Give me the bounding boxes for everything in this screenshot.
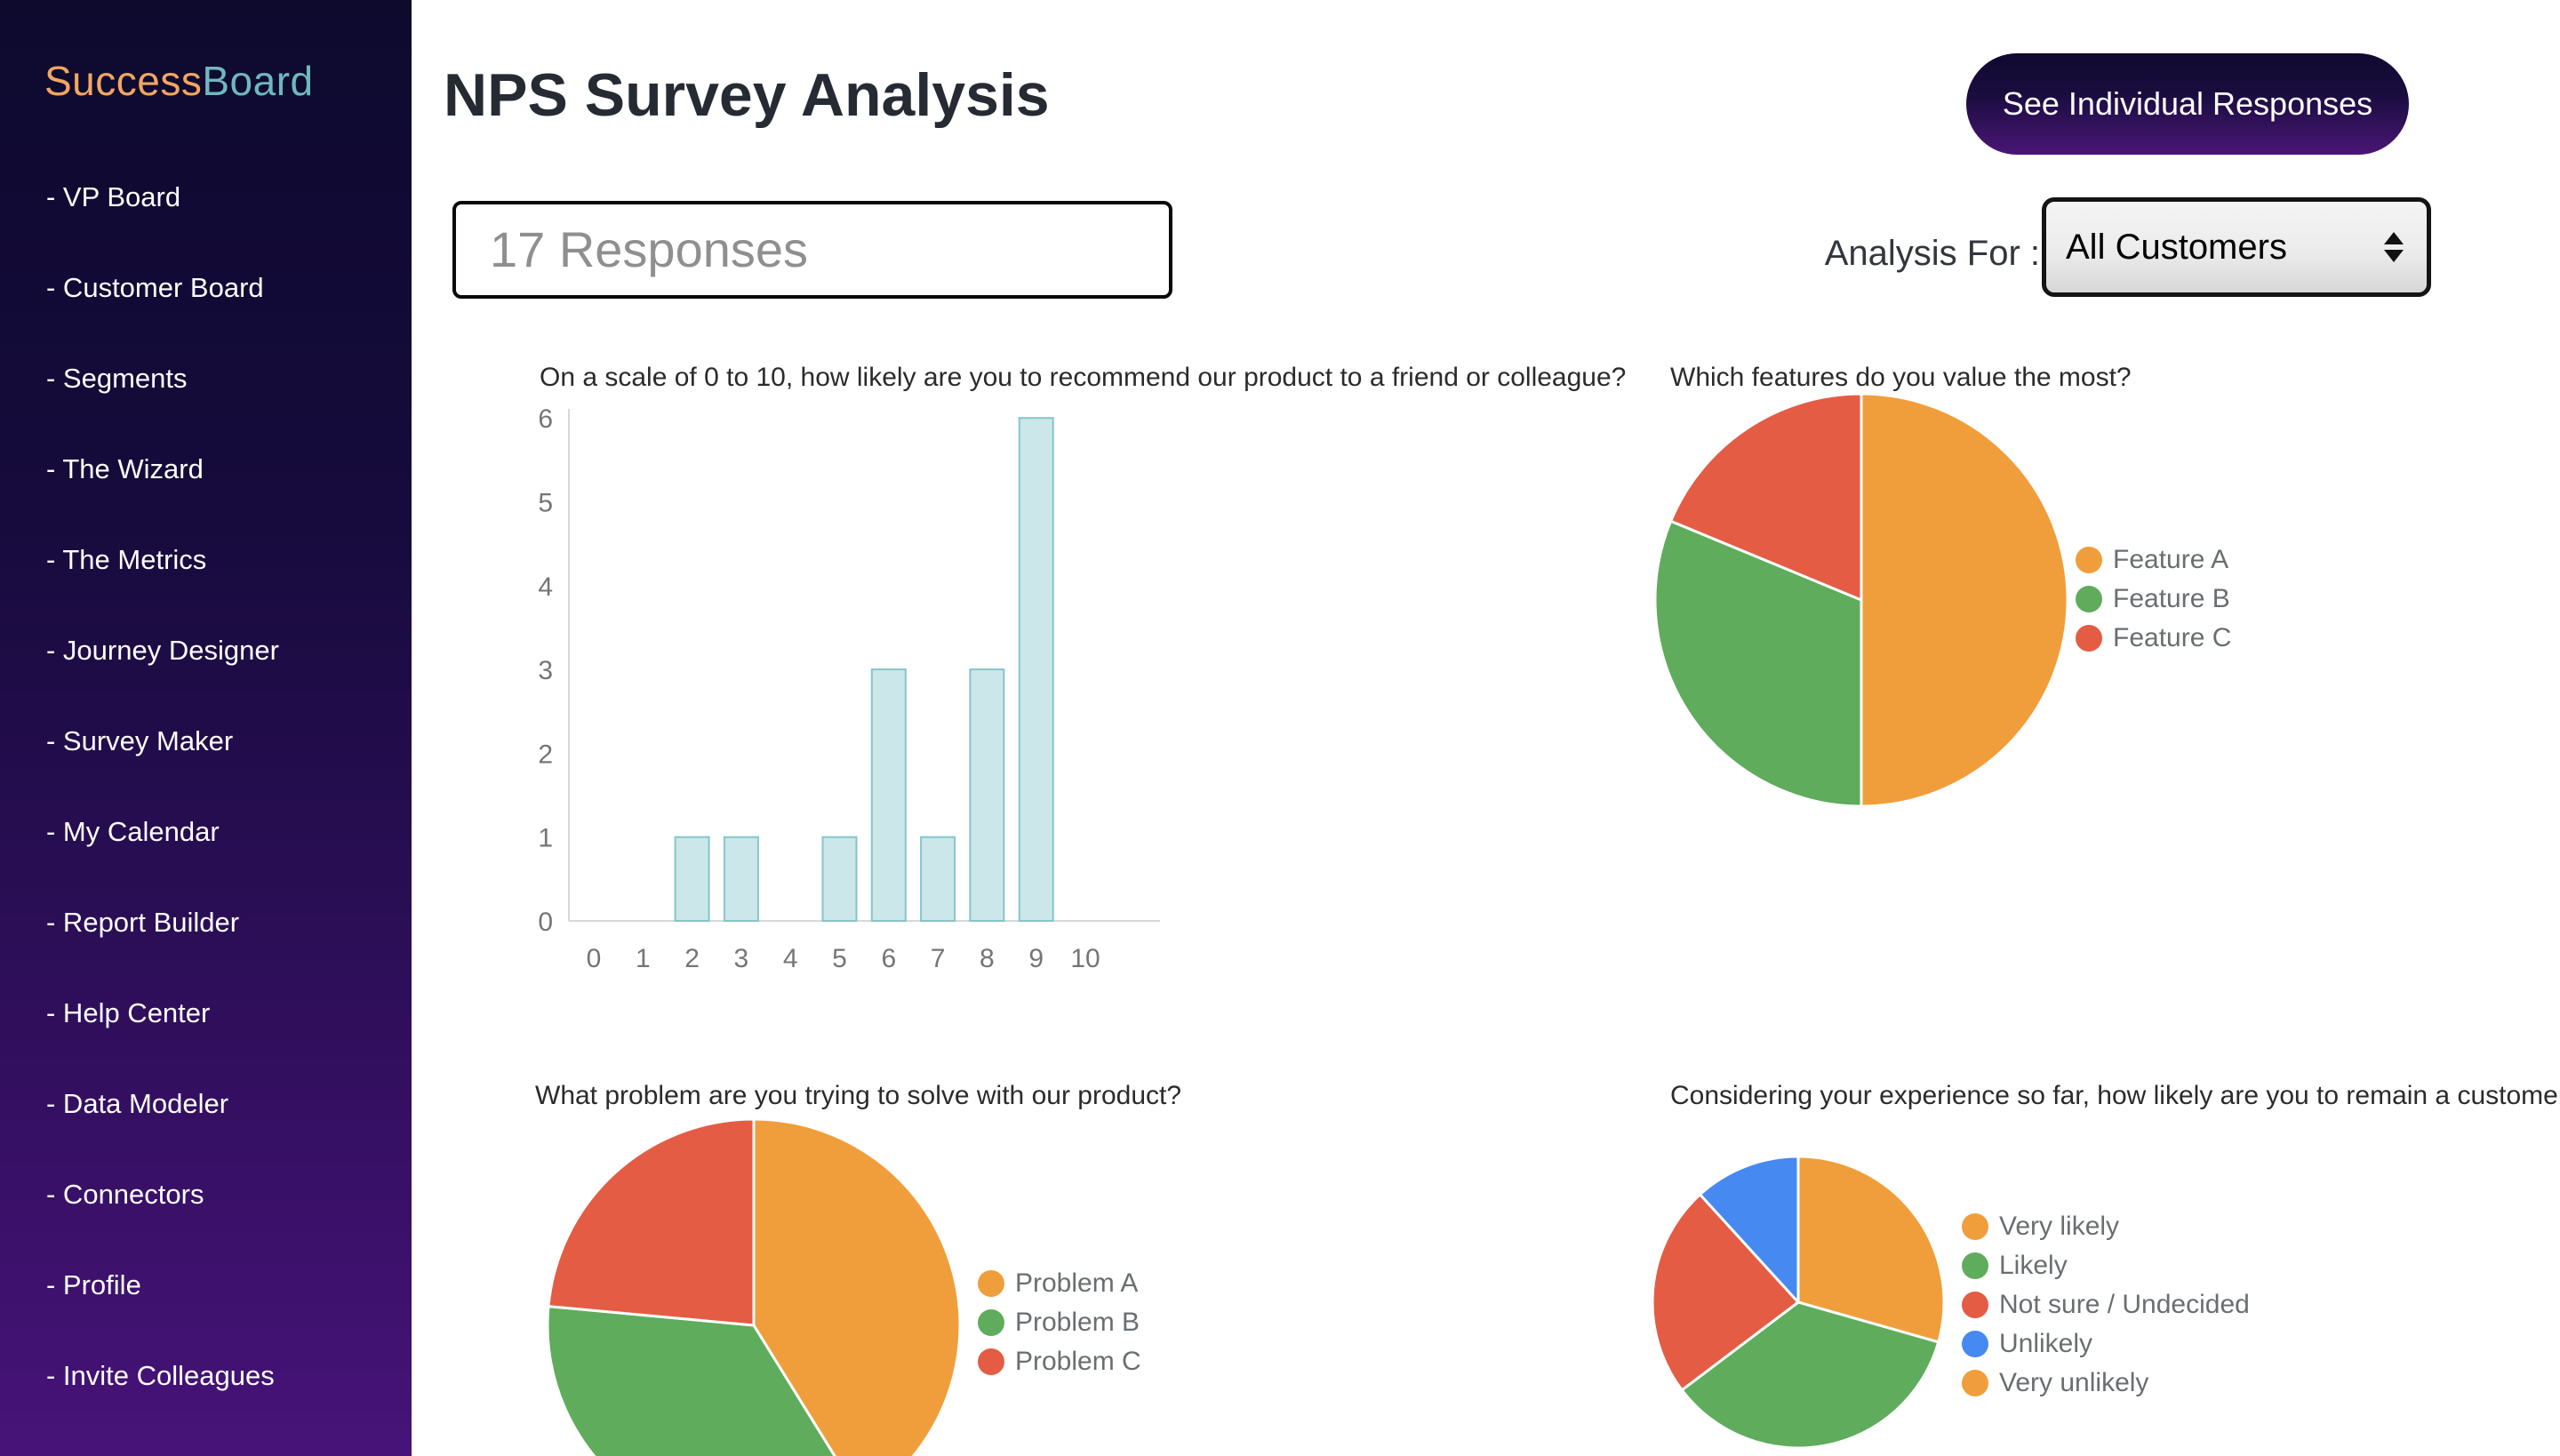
problems-legend: Problem A Problem B Problem C: [978, 1264, 1141, 1381]
legend-label: Very unlikely: [1999, 1368, 2149, 1397]
sidebar-item-connectors[interactable]: - Connectors: [46, 1179, 204, 1210]
sidebar-item-data-modeler[interactable]: - Data Modeler: [46, 1088, 229, 1119]
sidebar-nav: - VP Board - Customer Board - Segments -…: [46, 152, 403, 1421]
sidebar-item-report-builder[interactable]: - Report Builder: [46, 907, 240, 938]
problems-pie-chart[interactable]: [545, 1116, 963, 1456]
sidebar-item-customer-board[interactable]: - Customer Board: [46, 272, 264, 303]
sidebar-item-help-center[interactable]: - Help Center: [46, 997, 211, 1028]
nps-score-bar-chart[interactable]: 0 1 2 3 4 5 6 0 1 2 3 4 5 6 7 8 9 10: [498, 382, 1191, 987]
sidebar-item-survey-maker[interactable]: - Survey Maker: [46, 725, 234, 756]
legend-label: Problem B: [1015, 1308, 1140, 1337]
feature-c-color-dot: [2076, 625, 2102, 652]
retention-legend: Very likely Likely Not sure / Undecided …: [1962, 1207, 2250, 1403]
legend-label: Feature A: [2113, 545, 2229, 574]
arrow-up-icon: [2384, 232, 2404, 244]
unlikely-color-dot: [1962, 1331, 1988, 1357]
analysis-for-select[interactable]: All Customers: [2042, 197, 2431, 297]
retention-pie-chart[interactable]: [1650, 1154, 1947, 1451]
legend-item: Problem A: [978, 1264, 1141, 1303]
sidebar-item-vp-board[interactable]: - VP Board: [46, 181, 181, 212]
legend-label: Very likely: [1999, 1212, 2120, 1241]
logo-part-board: Board: [202, 58, 314, 104]
svg-text:6: 6: [881, 944, 896, 973]
legend-label: Feature B: [2113, 584, 2230, 613]
very-unlikely-color-dot: [1962, 1370, 1988, 1396]
svg-text:2: 2: [538, 740, 553, 769]
pie2-question: What problem are you trying to solve wit…: [535, 1081, 1182, 1110]
analysis-for-label: Analysis For :: [1824, 234, 2040, 273]
feature-a-color-dot: [2076, 547, 2102, 573]
sidebar-item-my-calendar[interactable]: - My Calendar: [46, 816, 220, 847]
svg-text:2: 2: [684, 944, 700, 973]
svg-text:0: 0: [538, 908, 553, 937]
svg-text:5: 5: [538, 489, 553, 518]
problem-c-color-dot: [978, 1348, 1004, 1375]
svg-text:9: 9: [1028, 944, 1044, 973]
arrow-down-icon: [2384, 250, 2404, 262]
svg-text:10: 10: [1070, 944, 1100, 973]
legend-item: Likely: [1962, 1246, 2250, 1285]
legend-item: Problem C: [978, 1342, 1141, 1381]
problem-a-color-dot: [978, 1270, 1004, 1297]
sidebar-item-the-wizard[interactable]: - The Wizard: [46, 453, 204, 484]
svg-text:3: 3: [734, 944, 749, 973]
svg-text:0: 0: [587, 944, 602, 973]
features-pie-chart[interactable]: [1652, 391, 2070, 809]
legend-label: Not sure / Undecided: [1999, 1290, 2250, 1319]
sidebar-item-profile[interactable]: - Profile: [46, 1269, 141, 1300]
feature-b-color-dot: [2076, 586, 2102, 612]
legend-item: Problem B: [978, 1303, 1141, 1342]
see-individual-responses-button[interactable]: See Individual Responses: [1966, 53, 2409, 155]
responses-count-box[interactable]: 17 Responses: [452, 201, 1172, 299]
legend-label: Problem C: [1015, 1347, 1141, 1376]
sidebar: SuccessBoard - VP Board - Customer Board…: [0, 0, 412, 1456]
legend-item: Very unlikely: [1962, 1364, 2250, 1403]
legend-item: Unlikely: [1962, 1324, 2250, 1364]
svg-text:6: 6: [538, 404, 553, 434]
features-legend: Feature A Feature B Feature C: [2076, 540, 2231, 658]
very-likely-color-dot: [1962, 1213, 1988, 1240]
svg-text:3: 3: [538, 656, 553, 685]
legend-label: Feature C: [2113, 623, 2232, 652]
app-logo: SuccessBoard: [44, 57, 314, 105]
analysis-for-selected-value: All Customers: [2066, 227, 2287, 267]
legend-label: Likely: [1999, 1251, 2068, 1280]
svg-text:1: 1: [636, 944, 651, 973]
not-sure-color-dot: [1962, 1292, 1988, 1318]
legend-item: Feature C: [2076, 619, 2231, 658]
sidebar-item-invite-colleagues[interactable]: - Invite Colleagues: [46, 1360, 275, 1391]
likely-color-dot: [1962, 1252, 1988, 1279]
svg-text:1: 1: [538, 824, 553, 853]
logo-part-success: Success: [44, 58, 203, 104]
page-title: NPS Survey Analysis: [444, 61, 1050, 129]
problem-b-color-dot: [978, 1309, 1004, 1336]
legend-item: Feature B: [2076, 580, 2231, 619]
legend-label: Unlikely: [1999, 1329, 2093, 1358]
legend-item: Not sure / Undecided: [1962, 1285, 2250, 1324]
svg-text:4: 4: [783, 944, 798, 973]
sidebar-item-the-metrics[interactable]: - The Metrics: [46, 544, 207, 575]
svg-text:4: 4: [538, 572, 553, 602]
svg-text:8: 8: [980, 944, 995, 973]
sidebar-item-journey-designer[interactable]: - Journey Designer: [46, 635, 279, 666]
svg-text:5: 5: [832, 944, 847, 973]
legend-item: Very likely: [1962, 1207, 2250, 1246]
pie1-question: Which features do you value the most?: [1670, 363, 2132, 392]
sidebar-item-segments[interactable]: - Segments: [46, 363, 188, 394]
bar-chart-question: On a scale of 0 to 10, how likely are yo…: [540, 363, 1627, 392]
pie3-question: Considering your experience so far, how …: [1670, 1081, 2560, 1110]
svg-text:7: 7: [931, 944, 946, 973]
legend-item: Feature A: [2076, 540, 2231, 580]
select-updown-arrows-icon: [2384, 232, 2404, 262]
legend-label: Problem A: [1015, 1268, 1139, 1298]
